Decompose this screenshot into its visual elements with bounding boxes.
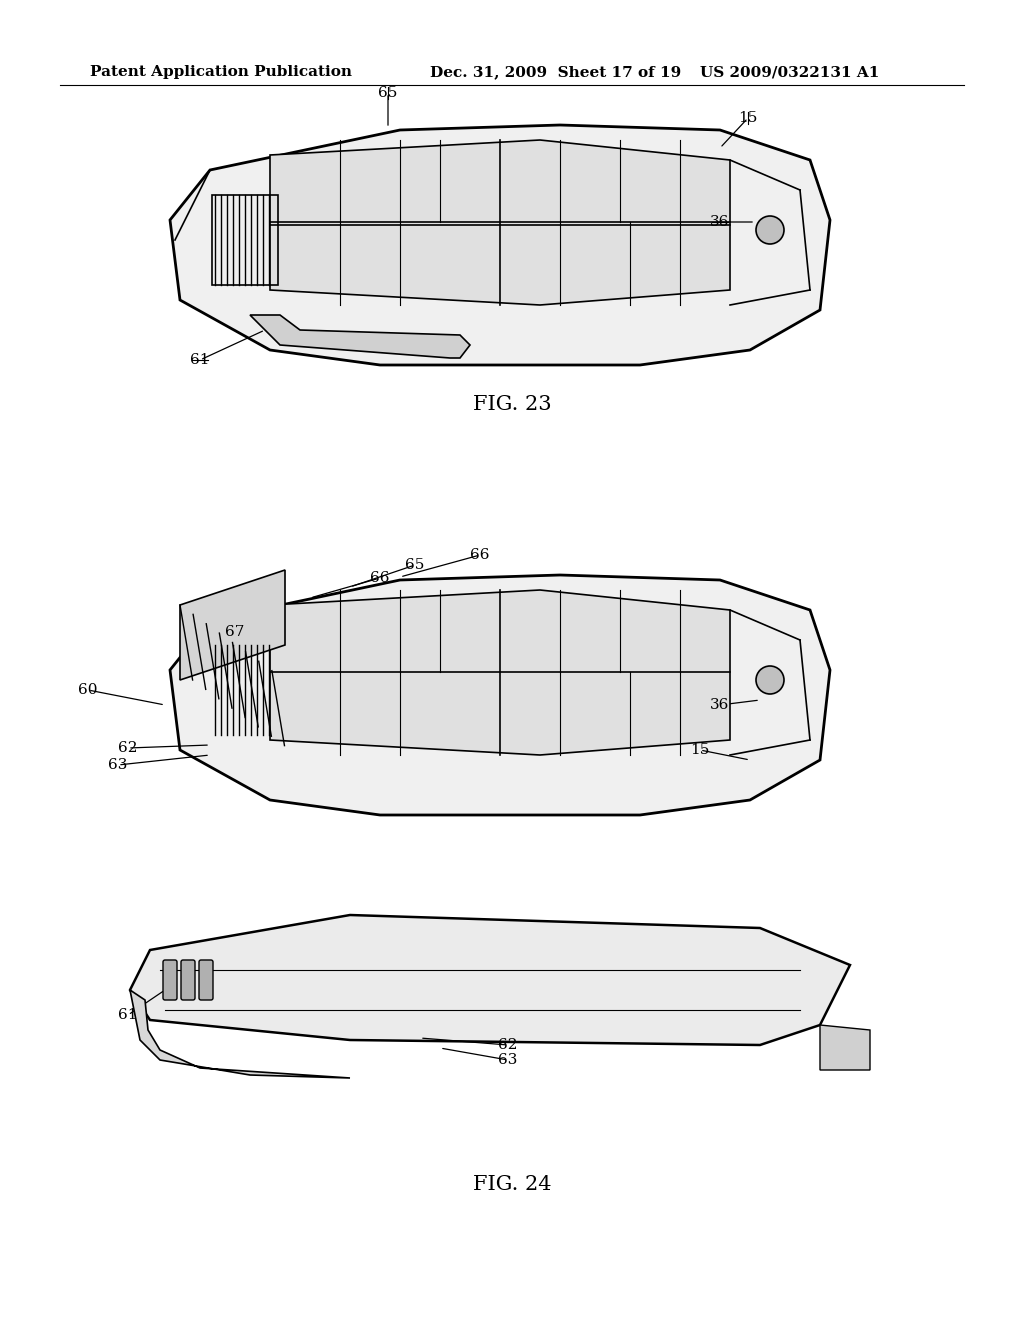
Text: Dec. 31, 2009  Sheet 17 of 19: Dec. 31, 2009 Sheet 17 of 19	[430, 65, 681, 79]
Text: 61: 61	[190, 352, 210, 367]
Circle shape	[756, 667, 784, 694]
Text: 65: 65	[406, 558, 425, 572]
PathPatch shape	[250, 315, 470, 358]
Text: 63: 63	[109, 758, 128, 772]
FancyBboxPatch shape	[163, 960, 177, 1001]
Text: 15: 15	[690, 743, 710, 756]
PathPatch shape	[170, 576, 830, 814]
FancyBboxPatch shape	[181, 960, 195, 1001]
Text: 63: 63	[499, 1053, 518, 1067]
PathPatch shape	[170, 125, 830, 366]
PathPatch shape	[820, 1026, 870, 1071]
Text: 36: 36	[711, 698, 730, 711]
Bar	[212, 195, 278, 285]
Ellipse shape	[575, 742, 705, 799]
Text: 65: 65	[378, 86, 397, 100]
Ellipse shape	[265, 742, 395, 799]
Text: 66: 66	[371, 572, 390, 585]
PathPatch shape	[270, 140, 730, 305]
Text: FIG. 24: FIG. 24	[473, 1176, 551, 1195]
FancyBboxPatch shape	[199, 960, 213, 1001]
Text: 62: 62	[499, 1038, 518, 1052]
Ellipse shape	[575, 292, 705, 348]
Text: US 2009/0322131 A1: US 2009/0322131 A1	[700, 65, 880, 79]
PathPatch shape	[270, 590, 730, 755]
Text: Patent Application Publication: Patent Application Publication	[90, 65, 352, 79]
Text: 60: 60	[78, 682, 97, 697]
Ellipse shape	[265, 292, 395, 348]
Text: 15: 15	[738, 111, 758, 125]
PathPatch shape	[180, 570, 285, 680]
Circle shape	[756, 216, 784, 244]
PathPatch shape	[130, 915, 850, 1045]
Text: 61: 61	[118, 1008, 138, 1022]
Text: 67: 67	[225, 624, 245, 639]
Text: 62: 62	[118, 741, 138, 755]
Text: 66: 66	[470, 548, 489, 562]
PathPatch shape	[130, 990, 350, 1078]
Text: 36: 36	[711, 215, 730, 228]
Text: FIG. 23: FIG. 23	[473, 396, 551, 414]
